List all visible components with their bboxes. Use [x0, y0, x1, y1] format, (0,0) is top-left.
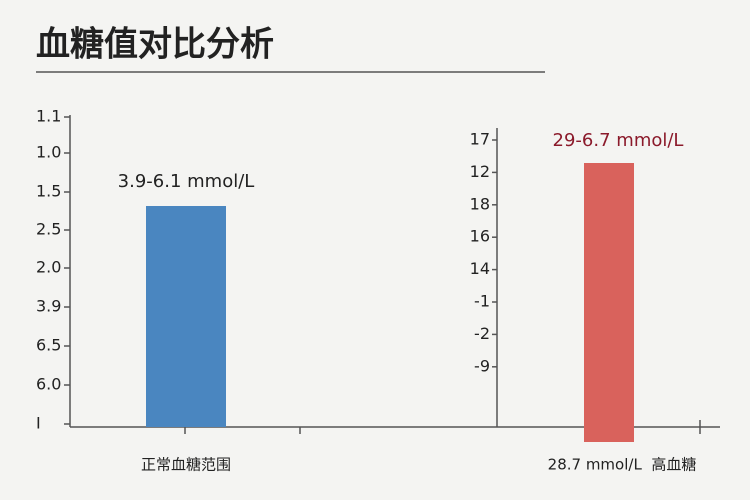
y-tick-label: 1.0 [36, 143, 61, 162]
y-tick-label: 1.1 [36, 107, 61, 126]
category-label: 28.7 mmol/L 高血糖 [548, 456, 697, 474]
y-tick-label: 1.5 [36, 182, 61, 201]
y-tick-label: 16 [470, 227, 490, 246]
y-tick-label: 18 [470, 194, 490, 213]
y-tick-label: -9 [474, 356, 490, 375]
y-tick-label: 6.0 [36, 375, 61, 394]
bar [584, 163, 634, 442]
y-tick-label: 6.5 [36, 336, 61, 355]
y-tick-label: 17 [470, 130, 490, 149]
y-tick-label: 2.5 [36, 220, 61, 239]
bar-label: 29-6.7 mmol/L [553, 130, 684, 151]
y-tick-label: 3.9 [36, 297, 61, 316]
y-tick-label: 2.0 [36, 258, 61, 277]
y-tick-label: -1 [474, 292, 490, 311]
bar-label: 3.9-6.1 mmol/L [118, 171, 255, 192]
y-tick-label: 12 [470, 162, 490, 181]
y-tick-label: -2 [474, 324, 490, 343]
category-label: 正常血糖范围 [141, 456, 231, 474]
chart-title: 血糖值对比分析 [36, 25, 274, 65]
y-tick-label: I [36, 414, 41, 433]
y-tick-label: 14 [470, 259, 490, 278]
bar [146, 206, 226, 427]
